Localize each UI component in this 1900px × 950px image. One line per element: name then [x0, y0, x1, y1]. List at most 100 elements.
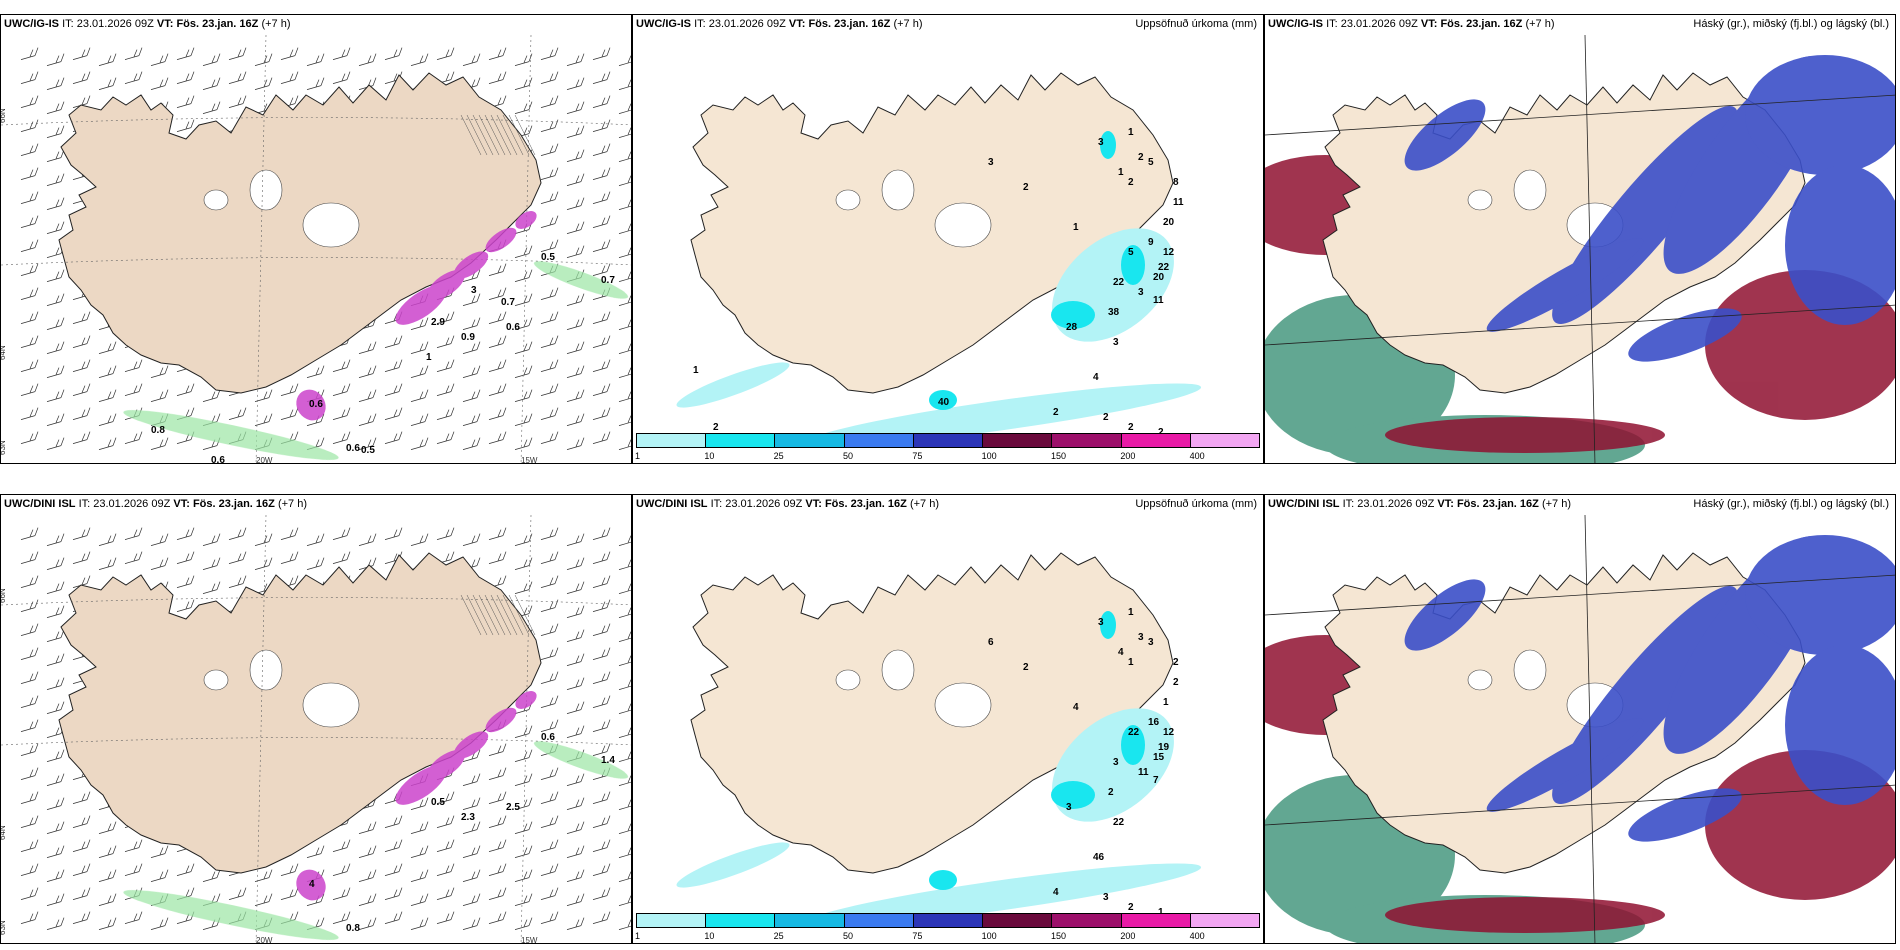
wind-barb — [618, 703, 631, 714]
wind-barb — [540, 839, 559, 852]
wind-barb — [488, 791, 507, 804]
wind-barb — [618, 79, 631, 90]
precip-value-label: 3 — [1113, 337, 1119, 348]
wind-barb — [46, 365, 65, 378]
hatch-line — [496, 114, 518, 156]
wind-barb — [566, 845, 585, 858]
wind-barb — [46, 317, 65, 330]
wind-barb — [462, 893, 481, 906]
wind-barb — [410, 821, 429, 834]
wind-barb — [514, 869, 533, 882]
precip-value-label: 3 — [1098, 137, 1104, 148]
wind-barb — [540, 95, 559, 108]
wind-barb — [228, 575, 247, 588]
wind-barb — [566, 293, 585, 306]
wind-barb — [20, 599, 39, 612]
wind-barb — [332, 527, 351, 540]
wind-barb — [72, 839, 91, 852]
wind-barb — [228, 407, 247, 420]
wind-barb — [462, 293, 481, 306]
wind-barb — [150, 53, 169, 66]
wind-barb — [514, 269, 533, 282]
wind-barb — [46, 701, 65, 714]
wind-barb — [202, 557, 221, 570]
wind-barb — [540, 335, 559, 348]
wind-barb — [592, 263, 611, 276]
wind-barb — [124, 359, 143, 372]
graticule — [1, 34, 631, 463]
hatch-line — [508, 594, 530, 636]
wind-barb — [358, 413, 377, 426]
wind-barb — [514, 557, 533, 570]
wind-barb — [566, 245, 585, 258]
wind-barb — [72, 887, 91, 900]
precip-area — [1051, 781, 1095, 809]
wind-barb — [46, 533, 65, 546]
wind-barb — [20, 95, 39, 108]
colorbar-segment — [1121, 434, 1191, 447]
glacier-vatnajokull — [934, 682, 992, 728]
wind-panel-top: 0.5 0.7 0.6 0.9 2.9 0.6 0.6 0.8 0.6 0.5 3 1 0.7 66N 64… — [0, 14, 632, 464]
wind-barb — [488, 527, 507, 540]
colorbar-label: 100 — [981, 451, 997, 461]
mid-cloud-area — [1628, 308, 1742, 362]
wind-barb — [540, 695, 559, 708]
wind-barb — [46, 341, 65, 354]
wind-barb — [436, 527, 455, 540]
wind-barb — [124, 383, 143, 396]
wind-barb — [540, 407, 559, 420]
latitude-label: 63N — [1, 440, 7, 455]
wind-barb — [462, 341, 481, 354]
precip-blob — [515, 211, 537, 229]
wind-barb — [488, 431, 507, 444]
precip-value-label: 3 — [988, 157, 994, 168]
wind-barb — [124, 863, 143, 876]
wind-barb — [592, 719, 611, 732]
hatch-line — [490, 594, 512, 636]
wind-barb — [514, 533, 533, 546]
precip-blob — [427, 749, 465, 781]
wind-barb — [98, 365, 117, 378]
wind-barb — [514, 77, 533, 90]
precip-title: Uppsöfnuð úrkoma (mm) — [1135, 18, 1257, 30]
wind-barb — [46, 749, 65, 762]
precip-value-label: 1 — [1128, 127, 1134, 138]
wind-barb — [618, 871, 631, 882]
wind-barb — [98, 533, 117, 546]
wind-barb — [98, 389, 117, 402]
wind-barb — [618, 535, 631, 546]
wind-barb — [618, 295, 631, 306]
wind-barb — [72, 527, 91, 540]
wind-barb — [384, 335, 403, 348]
hatch-line — [514, 594, 536, 636]
graticule — [1, 514, 631, 943]
wind-barb — [150, 77, 169, 90]
wind-barb — [618, 271, 631, 282]
wind-barb — [384, 887, 403, 900]
wind-barb — [436, 863, 455, 876]
wind-barb — [20, 263, 39, 276]
wind-barb — [72, 407, 91, 420]
wind-barb — [592, 599, 611, 612]
wind-barb — [20, 743, 39, 756]
wind-barb — [592, 647, 611, 660]
wind-barb — [488, 263, 507, 276]
wind-barb — [540, 311, 559, 324]
colorbar-segment — [913, 434, 984, 447]
mid-cloud-area — [1785, 165, 1895, 325]
precip-value-label: 3 — [1138, 632, 1144, 643]
wind-barb — [488, 887, 507, 900]
wind-barb — [462, 413, 481, 426]
wind-barb — [98, 845, 117, 858]
wind-barb — [358, 821, 377, 834]
wind-barb — [410, 437, 429, 450]
parallel-line — [1265, 304, 1895, 346]
wind-barb — [332, 887, 351, 900]
wind-barb — [540, 71, 559, 84]
wind-barb — [98, 821, 117, 834]
precip-value-label: 22 — [1128, 727, 1140, 738]
colorbar-label: 1 — [635, 931, 641, 941]
precip-value-label: 1 — [1073, 222, 1079, 233]
wind-barb — [306, 533, 325, 546]
wind-barb — [618, 367, 631, 378]
